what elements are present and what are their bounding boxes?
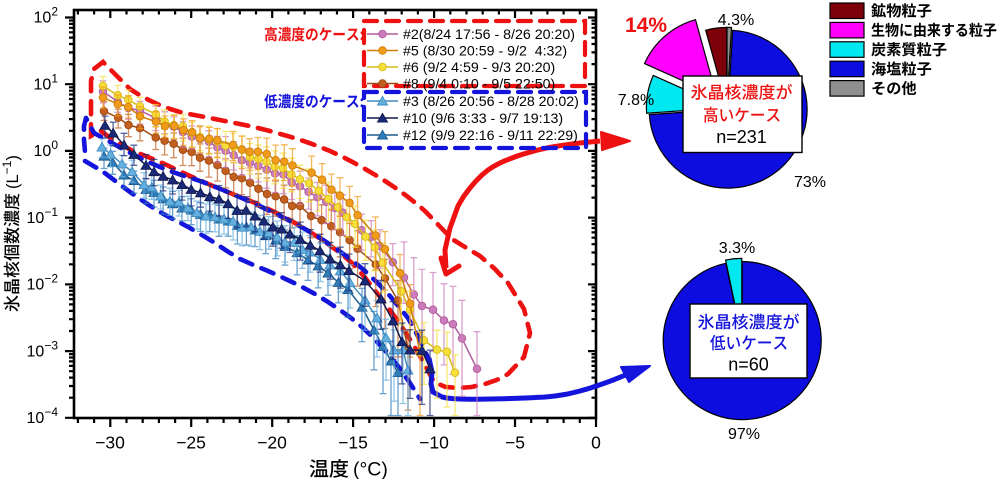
svg-text:0: 0	[591, 433, 601, 453]
svg-text:−30: −30	[95, 433, 125, 453]
svg-text:73%: 73%	[794, 174, 826, 191]
svg-text:#5 (8/30 20:59 - 9/2 4:32): #5 (8/30 20:59 - 9/2 4:32)	[403, 44, 567, 60]
svg-text:(°C): (°C)	[353, 459, 388, 480]
svg-text:−20: −20	[257, 433, 287, 453]
svg-text:4.3%: 4.3%	[718, 12, 754, 29]
svg-text:−5: −5	[505, 433, 525, 453]
svg-text:−10: −10	[419, 433, 449, 453]
svg-text:−15: −15	[338, 433, 368, 453]
svg-text:#10 (9/6 3:33 - 9/7 19:13): #10 (9/6 3:33 - 9/7 19:13)	[403, 111, 563, 127]
svg-text:#3 (8/26 20:56 - 8/28 20:02): #3 (8/26 20:56 - 8/28 20:02)	[403, 94, 579, 110]
svg-text:n=231: n=231	[716, 127, 767, 147]
svg-text:#2(8/24 17:56 - 8/26 20:20): #2(8/24 17:56 - 8/26 20:20)	[403, 27, 575, 43]
svg-text:3.3%: 3.3%	[719, 240, 755, 257]
svg-text:#6 (9/2 4:59 - 9/3 20:20): #6 (9/2 4:59 - 9/3 20:20)	[403, 60, 555, 76]
svg-text:#12 (9/9 22:16 - 9/11 22:29): #12 (9/9 22:16 - 9/11 22:29)	[403, 128, 578, 144]
svg-text:−25: −25	[176, 433, 206, 453]
svg-text:7.8%: 7.8%	[618, 92, 654, 109]
svg-text:14%: 14%	[625, 14, 667, 37]
svg-text:n=60: n=60	[728, 355, 769, 375]
svg-text:97%: 97%	[728, 426, 760, 443]
svg-text:#8 (9/4 0:10 - 9/5 22:50): #8 (9/4 0:10 - 9/5 22:50)	[403, 77, 555, 93]
